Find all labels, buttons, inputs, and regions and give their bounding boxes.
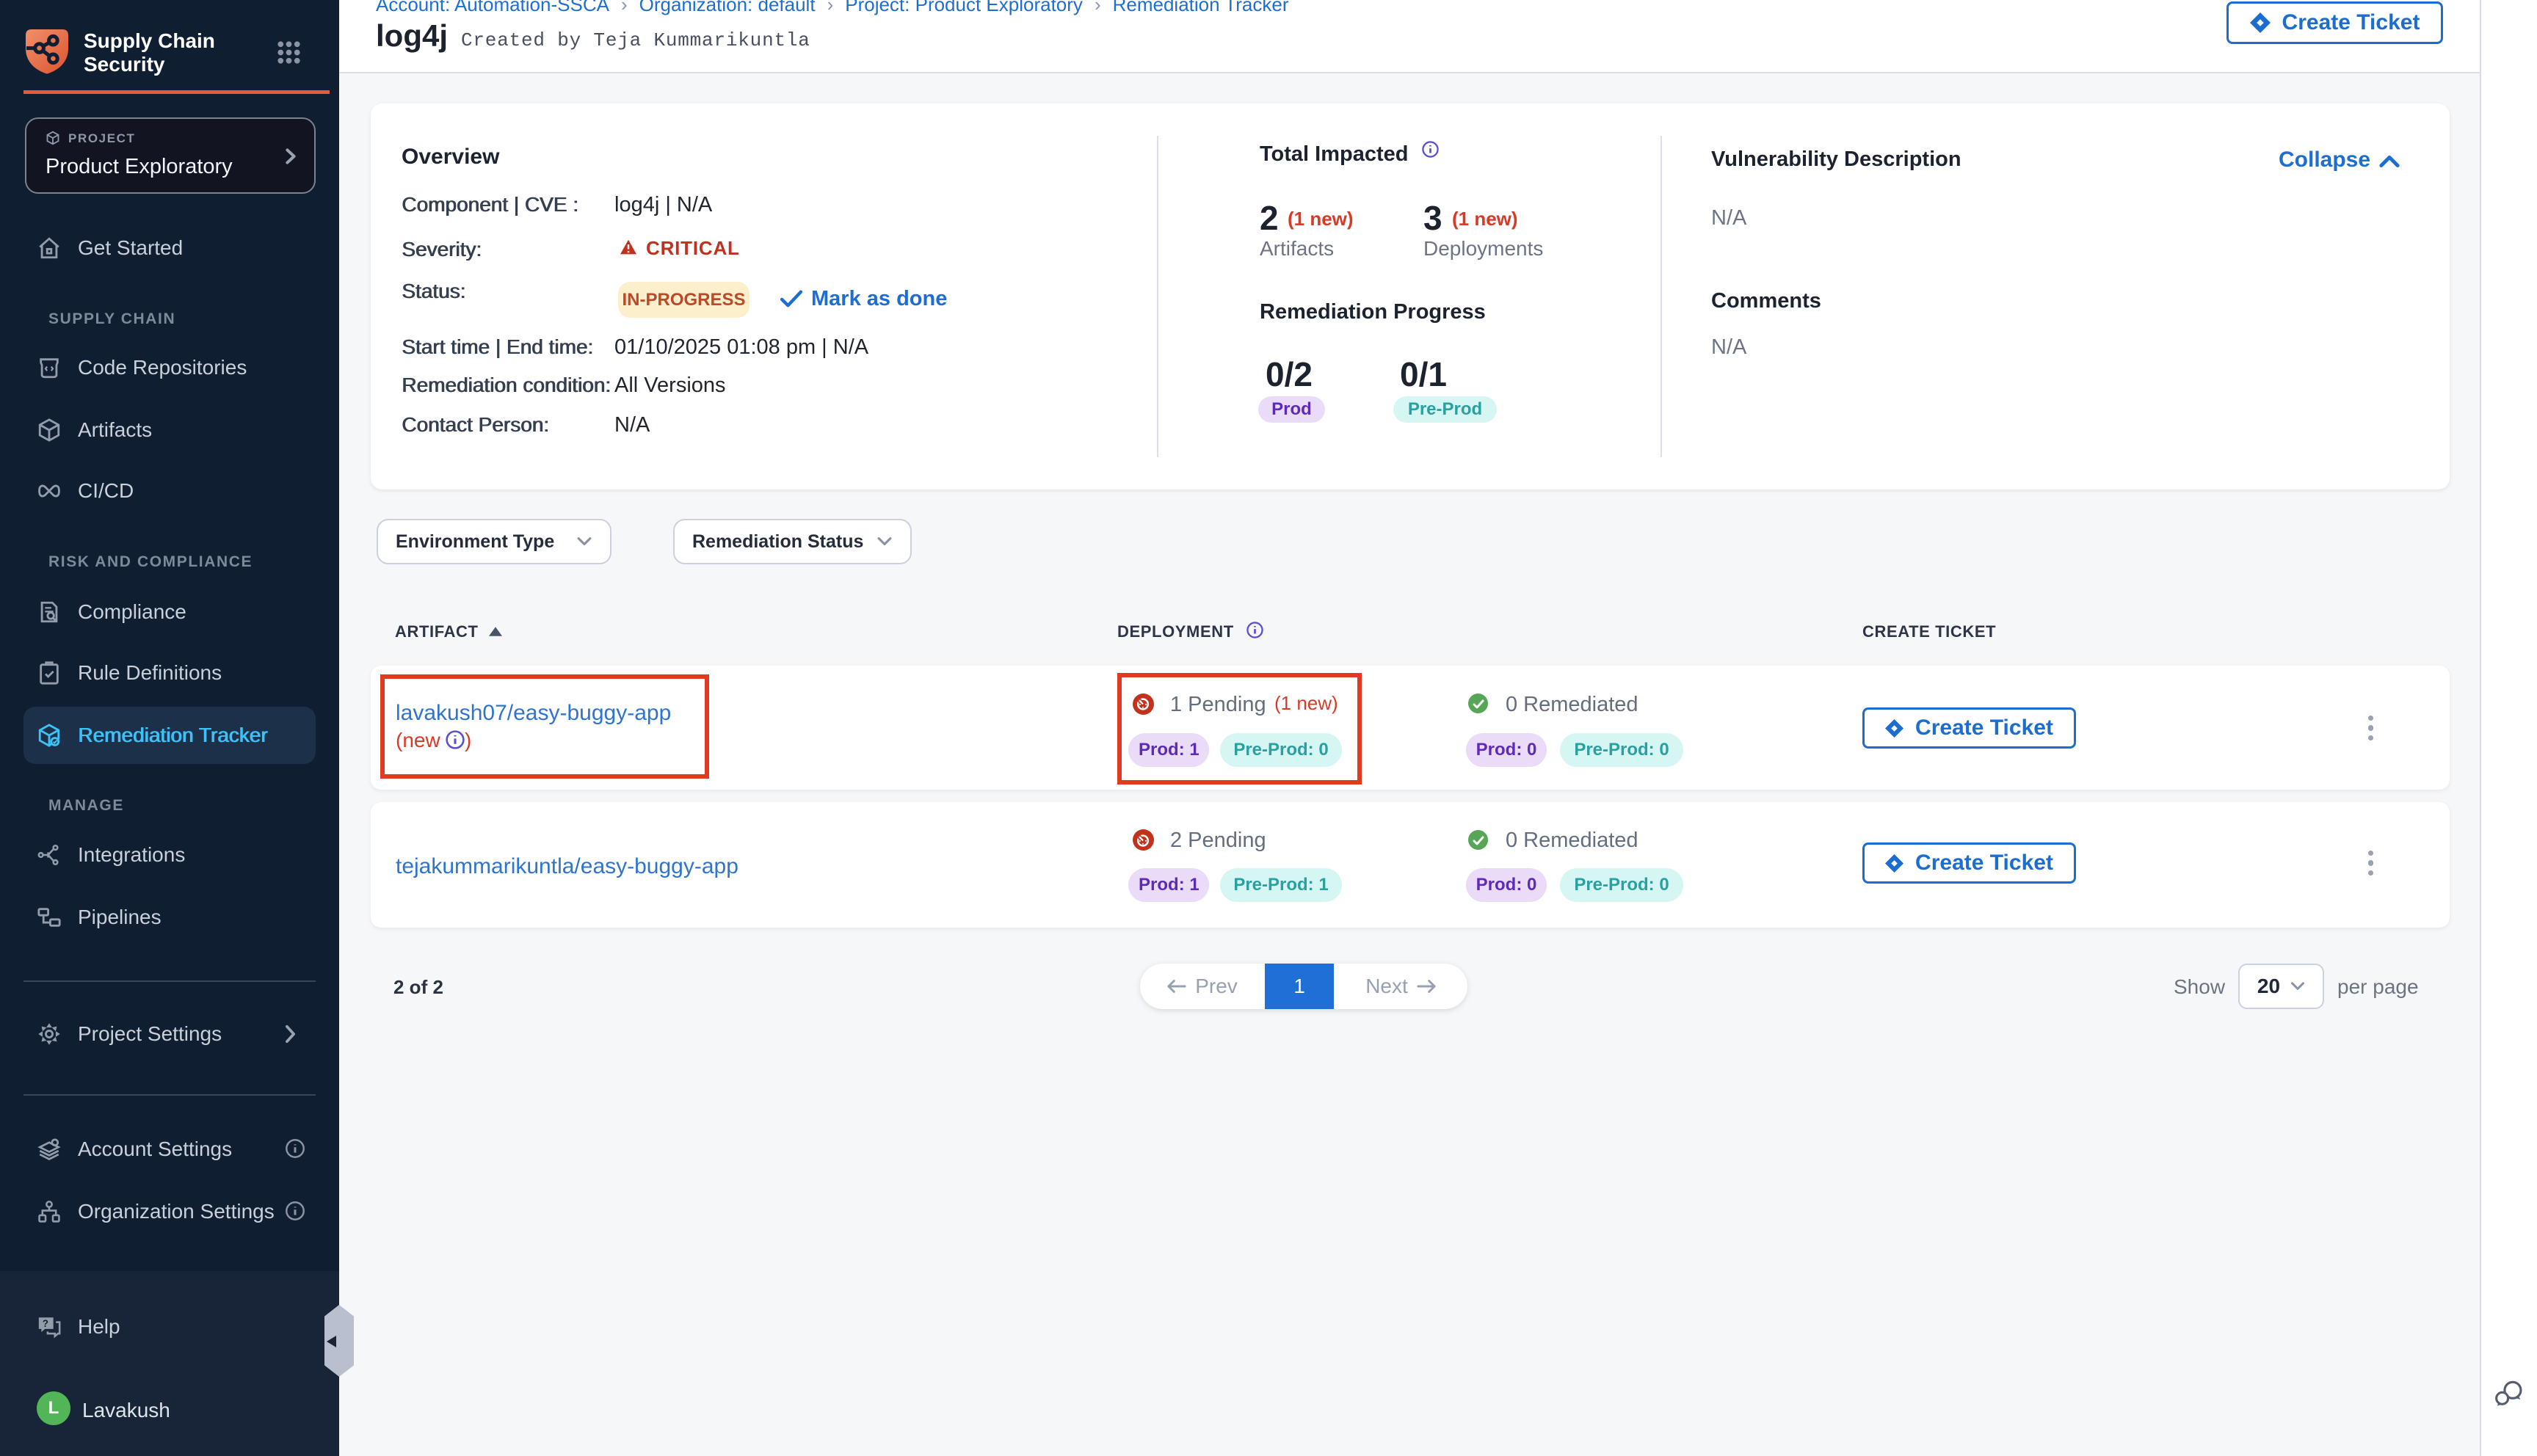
svg-text:?: ? [43,1318,48,1329]
